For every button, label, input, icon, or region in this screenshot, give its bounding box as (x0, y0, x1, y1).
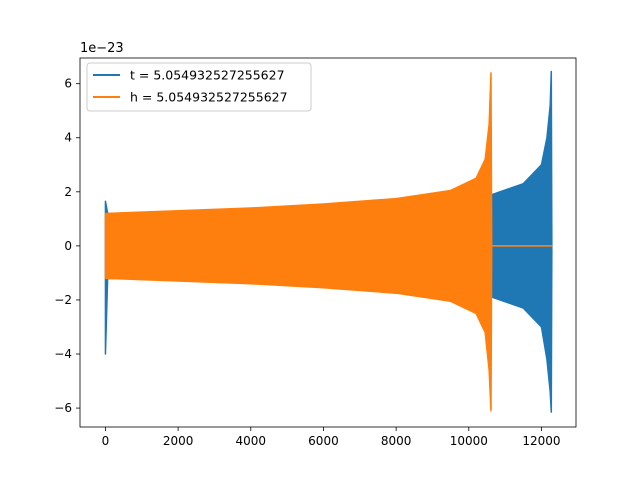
x-tick-label: 12000 (522, 434, 560, 448)
x-tick-label: 10000 (450, 434, 488, 448)
legend-box (86, 62, 312, 112)
axes: 0 2000 4000 6000 8000 10000 12000 −6 −4 −2 0 2 4 6 (54, 57, 577, 448)
y-tick-label: −2 (54, 293, 72, 307)
series-h-line (104, 72, 553, 412)
legend-label: t = 5.054932527255627 (130, 68, 285, 83)
y-tick-label: −4 (54, 347, 72, 361)
y-tick-label: −6 (54, 401, 72, 415)
y-tick-label: 4 (64, 131, 72, 145)
x-tick-label: 6000 (308, 434, 339, 448)
plot-area (104, 70, 553, 413)
x-tick-label: 2000 (163, 434, 194, 448)
y-tick-label: 0 (64, 239, 72, 253)
x-tick-label: 0 (102, 434, 110, 448)
x-tick-label: 8000 (381, 434, 412, 448)
y-tick-label: 2 (64, 185, 72, 199)
legend: t = 5.054932527255627 h = 5.0549325272556… (86, 62, 312, 112)
y-tick-label: 6 (64, 77, 72, 91)
y-axis-offset-label: 1e−23 (80, 41, 124, 56)
x-tick-label: 4000 (236, 434, 267, 448)
legend-label: h = 5.054932527255627 (130, 90, 288, 105)
axes-frame (79, 57, 577, 428)
